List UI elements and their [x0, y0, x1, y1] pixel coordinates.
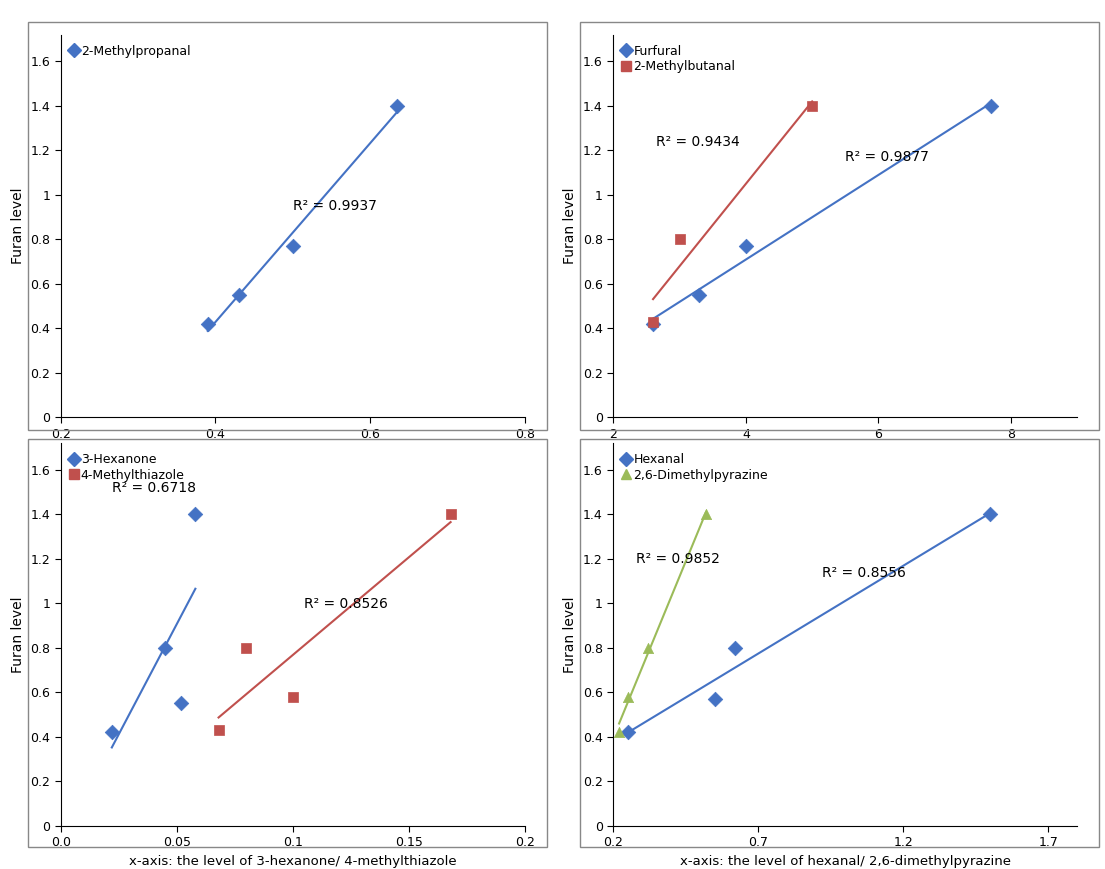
Legend: Hexanal, 2,6-Dimethylpyrazine: Hexanal, 2,6-Dimethylpyrazine — [620, 449, 771, 486]
Furfural — [691, 288, 708, 302]
Hexanal — [981, 507, 999, 521]
2-Methylpropanal — [230, 288, 248, 302]
2-Methylpropanal — [284, 239, 302, 253]
Hexanal — [619, 726, 636, 740]
Legend: 2-Methylpropanal: 2-Methylpropanal — [67, 41, 194, 62]
2-Methylbutanal — [671, 232, 688, 246]
X-axis label: x-axis: the level of 3-hexanone/ 4-methylthiazole: x-axis: the level of 3-hexanone/ 4-methy… — [129, 854, 456, 867]
Text: R² = 0.6718: R² = 0.6718 — [112, 481, 196, 495]
Furfural — [982, 99, 1000, 113]
2,6-Dimethylpyrazine — [697, 507, 715, 521]
X-axis label: x-axis: the level of furfural/ 2-methylbutanal: x-axis: the level of furfural/ 2-methylb… — [697, 446, 993, 459]
4-Methylthiazole — [442, 507, 460, 521]
4-Methylthiazole — [284, 690, 302, 704]
2,6-Dimethylpyrazine — [610, 726, 628, 740]
2,6-Dimethylpyrazine — [639, 640, 656, 654]
3-Hexanone — [103, 726, 120, 740]
Hexanal — [726, 640, 744, 654]
X-axis label: x-axis: the level of hexanal/ 2,6-dimethylpyrazine: x-axis: the level of hexanal/ 2,6-dimeth… — [680, 854, 1011, 867]
Y-axis label: Furan level: Furan level — [11, 596, 24, 673]
3-Hexanone — [187, 507, 204, 521]
Furfural — [644, 317, 662, 331]
Legend: Furfural, 2-Methylbutanal: Furfural, 2-Methylbutanal — [620, 41, 739, 77]
3-Hexanone — [157, 640, 175, 654]
Y-axis label: Furan level: Furan level — [564, 188, 577, 264]
Furfural — [737, 239, 755, 253]
4-Methylthiazole — [238, 640, 255, 654]
4-Methylthiazole — [210, 723, 228, 737]
Text: R² = 0.8526: R² = 0.8526 — [305, 597, 388, 611]
Text: R² = 0.9937: R² = 0.9937 — [293, 199, 377, 214]
2-Methylpropanal — [389, 99, 407, 113]
2-Methylbutanal — [644, 315, 662, 328]
2,6-Dimethylpyrazine — [619, 690, 636, 704]
2-Methylpropanal — [199, 317, 217, 331]
Hexanal — [706, 692, 724, 706]
Text: R² = 0.9852: R² = 0.9852 — [636, 552, 720, 567]
Y-axis label: Furan level: Furan level — [564, 596, 577, 673]
Text: R² = 0.9434: R² = 0.9434 — [656, 135, 740, 149]
Legend: 3-Hexanone, 4-Methylthiazole: 3-Hexanone, 4-Methylthiazole — [67, 449, 188, 486]
X-axis label: x-axis: the level of 2-methylpropanal: x-axis: the level of 2-methylpropanal — [170, 446, 415, 459]
Text: R² = 0.9877: R² = 0.9877 — [845, 150, 929, 164]
Y-axis label: Furan level: Furan level — [11, 188, 24, 264]
2-Methylbutanal — [803, 99, 821, 113]
3-Hexanone — [172, 696, 190, 710]
Text: R² = 0.8556: R² = 0.8556 — [822, 566, 906, 580]
